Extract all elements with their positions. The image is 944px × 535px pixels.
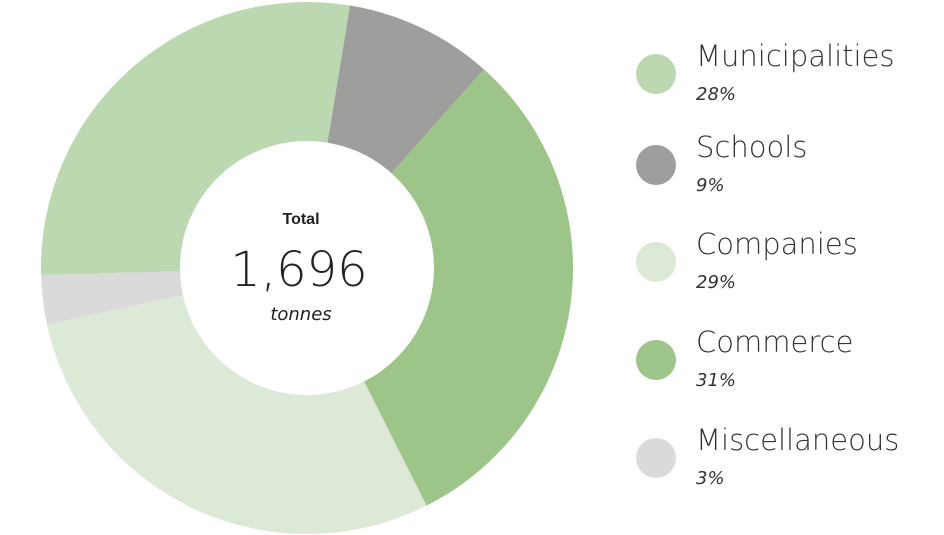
legend: Municipalities 28% Schools 9% Commerce 31% Com… — [636, 39, 899, 489]
legend-value: 28% — [696, 84, 736, 105]
center-unit: tonnes — [270, 304, 331, 325]
legend-label: Municipalities — [696, 39, 895, 73]
legend-label: Companies — [696, 227, 858, 261]
legend-value: 31% — [696, 370, 736, 391]
legend-value: 29% — [696, 272, 736, 293]
legend-swatch — [636, 242, 676, 282]
legend-value: 9% — [696, 175, 725, 196]
legend-swatch — [636, 438, 676, 478]
legend-label: Commerce — [696, 325, 853, 359]
legend-swatch — [636, 54, 676, 94]
legend-label: Miscellaneous — [696, 423, 899, 457]
legend-swatch — [636, 340, 676, 380]
center-value: 1,696 — [230, 242, 367, 298]
legend-value: 3% — [696, 468, 725, 489]
legend-swatch — [636, 145, 676, 185]
donut-hole — [180, 141, 434, 395]
center-title: Total — [282, 211, 319, 228]
legend-label: Schools — [696, 130, 807, 164]
slice — [307, 69, 573, 506]
